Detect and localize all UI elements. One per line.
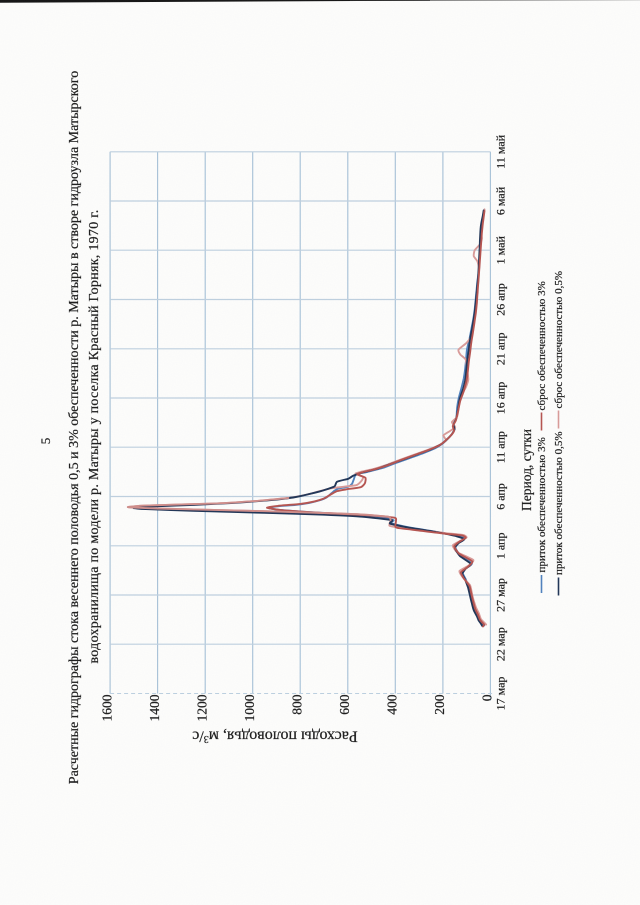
- svg-text:приток обеспеченностью 0,5%: приток обеспеченностью 0,5%: [553, 431, 565, 575]
- svg-text:1 май: 1 май: [494, 235, 508, 264]
- svg-text:6 апр: 6 апр: [494, 483, 508, 510]
- svg-text:27 мар: 27 мар: [494, 578, 508, 612]
- svg-text:800: 800: [289, 694, 304, 715]
- svg-text:17 мар: 17 мар: [494, 677, 508, 711]
- svg-text:1000: 1000: [242, 694, 257, 721]
- svg-text:Период, сутки: Период, сутки: [519, 429, 534, 511]
- svg-text:22 мар: 22 мар: [494, 627, 508, 661]
- svg-text:16 апр: 16 апр: [494, 382, 508, 415]
- svg-text:5: 5: [38, 438, 53, 445]
- svg-text:0: 0: [480, 694, 495, 701]
- svg-text:400: 400: [385, 694, 400, 715]
- svg-text:6 май: 6 май: [494, 186, 508, 215]
- svg-text:Расходы половодья, м3/с: Расходы половодья, м3/с: [192, 728, 358, 745]
- svg-text:1400: 1400: [147, 694, 162, 721]
- svg-text:1200: 1200: [194, 694, 209, 721]
- svg-text:1 апр: 1 апр: [494, 533, 508, 560]
- svg-text:11 апр: 11 апр: [494, 431, 508, 463]
- svg-text:11 май: 11 май: [494, 134, 508, 168]
- svg-text:600: 600: [337, 694, 352, 715]
- svg-text:26 апр: 26 апр: [494, 283, 508, 316]
- svg-text:приток обеспеченностью 3%: приток обеспеченностью 3%: [536, 437, 548, 572]
- svg-text:сброс обеспеченностью 3%: сброс обеспеченностью 3%: [536, 281, 548, 410]
- svg-text:21 апр: 21 апр: [494, 333, 508, 366]
- svg-text:сброс обеспеченностью 0,5%: сброс обеспеченностью 0,5%: [553, 271, 565, 409]
- svg-text:200: 200: [432, 694, 447, 715]
